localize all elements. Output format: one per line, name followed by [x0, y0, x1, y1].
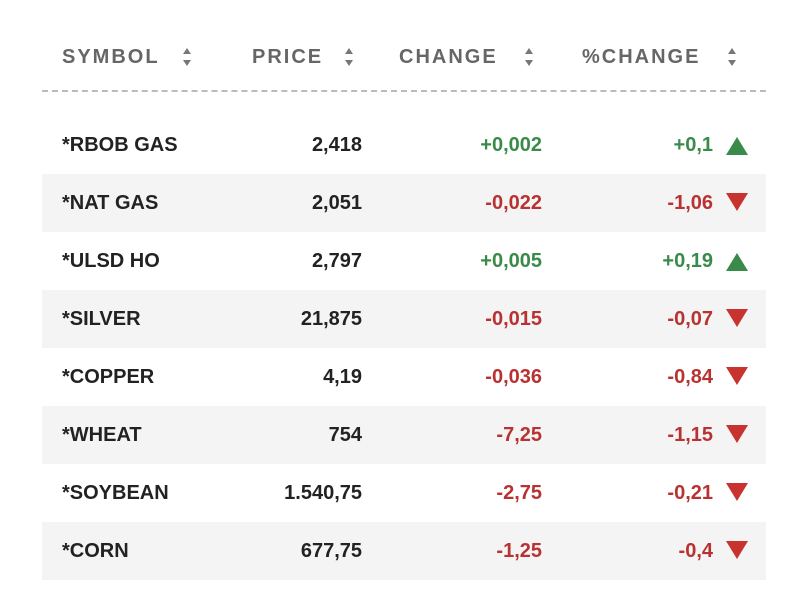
trend-arrow: [726, 253, 748, 271]
change: -2,75: [496, 482, 542, 504]
table-row: *SILVER 21,875 -0,015 -0,07: [42, 290, 766, 348]
trend-arrow: [726, 541, 748, 559]
header-symbol[interactable]: SYMBOL: [62, 46, 160, 68]
pct-change: -0,4: [678, 540, 713, 562]
change: -1,25: [496, 540, 542, 562]
divider: [42, 90, 766, 92]
trend-arrow: [726, 309, 748, 327]
symbol: *NAT GAS: [62, 192, 159, 214]
symbol: *ULSD HO: [62, 250, 160, 272]
change: -0,015: [485, 308, 542, 330]
symbol: *RBOB GAS: [62, 134, 178, 156]
trend-arrow: [726, 425, 748, 443]
price: 2,797: [311, 250, 362, 272]
symbol: *CORN: [62, 540, 129, 562]
pct-change: +0,19: [662, 250, 713, 272]
change: -0,022: [485, 192, 542, 214]
symbol: *SOYBEAN: [62, 482, 169, 504]
table-row: *CORN 677,75 -1,25 -0,4: [42, 522, 766, 580]
table-row: *COPPER 4,19 -0,036 -0,84: [42, 348, 766, 406]
change: +0,005: [480, 250, 542, 272]
sort-icon[interactable]: [727, 44, 737, 70]
table-row: *ULSD HO 2,797 +0,005 +0,19: [42, 232, 766, 290]
change: -0,036: [485, 366, 542, 388]
price: 4,19: [323, 366, 362, 388]
trend-arrow: [726, 483, 748, 501]
header-pct-change[interactable]: %CHANGE: [582, 46, 701, 68]
table-row: *RBOB GAS 2,418 +0,002 +0,1: [42, 116, 766, 174]
pct-change: -1,06: [667, 192, 713, 214]
sort-icon[interactable]: [182, 44, 192, 70]
table-row: *WHEAT 754 -7,25 -1,15: [42, 406, 766, 464]
symbol: *SILVER: [62, 308, 141, 330]
pct-change: +0,1: [673, 134, 713, 156]
change: +0,002: [480, 134, 542, 156]
trend-arrow: [726, 367, 748, 385]
price: 677,75: [300, 540, 362, 562]
table-row: *NAT GAS 2,051 -0,022 -1,06: [42, 174, 766, 232]
header-change[interactable]: CHANGE: [399, 46, 498, 68]
trend-arrow: [726, 193, 748, 211]
sort-icon[interactable]: [344, 44, 354, 70]
change: -7,25: [496, 424, 542, 446]
price: 1.540,75: [284, 482, 362, 504]
symbol: *COPPER: [62, 366, 155, 388]
symbol: *WHEAT: [62, 424, 142, 446]
header-price[interactable]: PRICE: [252, 46, 324, 68]
pct-change: -0,07: [667, 308, 713, 330]
price: 2,418: [311, 134, 362, 156]
price: 2,051: [311, 192, 362, 214]
table-row: *SOYBEAN 1.540,75 -2,75 -0,21: [42, 464, 766, 522]
price: 21,875: [300, 308, 362, 330]
price: 754: [328, 424, 362, 446]
pct-change: -0,21: [667, 482, 713, 504]
sort-icon[interactable]: [524, 44, 534, 70]
pct-change: -0,84: [667, 366, 713, 388]
pct-change: -1,15: [667, 424, 713, 446]
trend-arrow: [726, 137, 748, 155]
